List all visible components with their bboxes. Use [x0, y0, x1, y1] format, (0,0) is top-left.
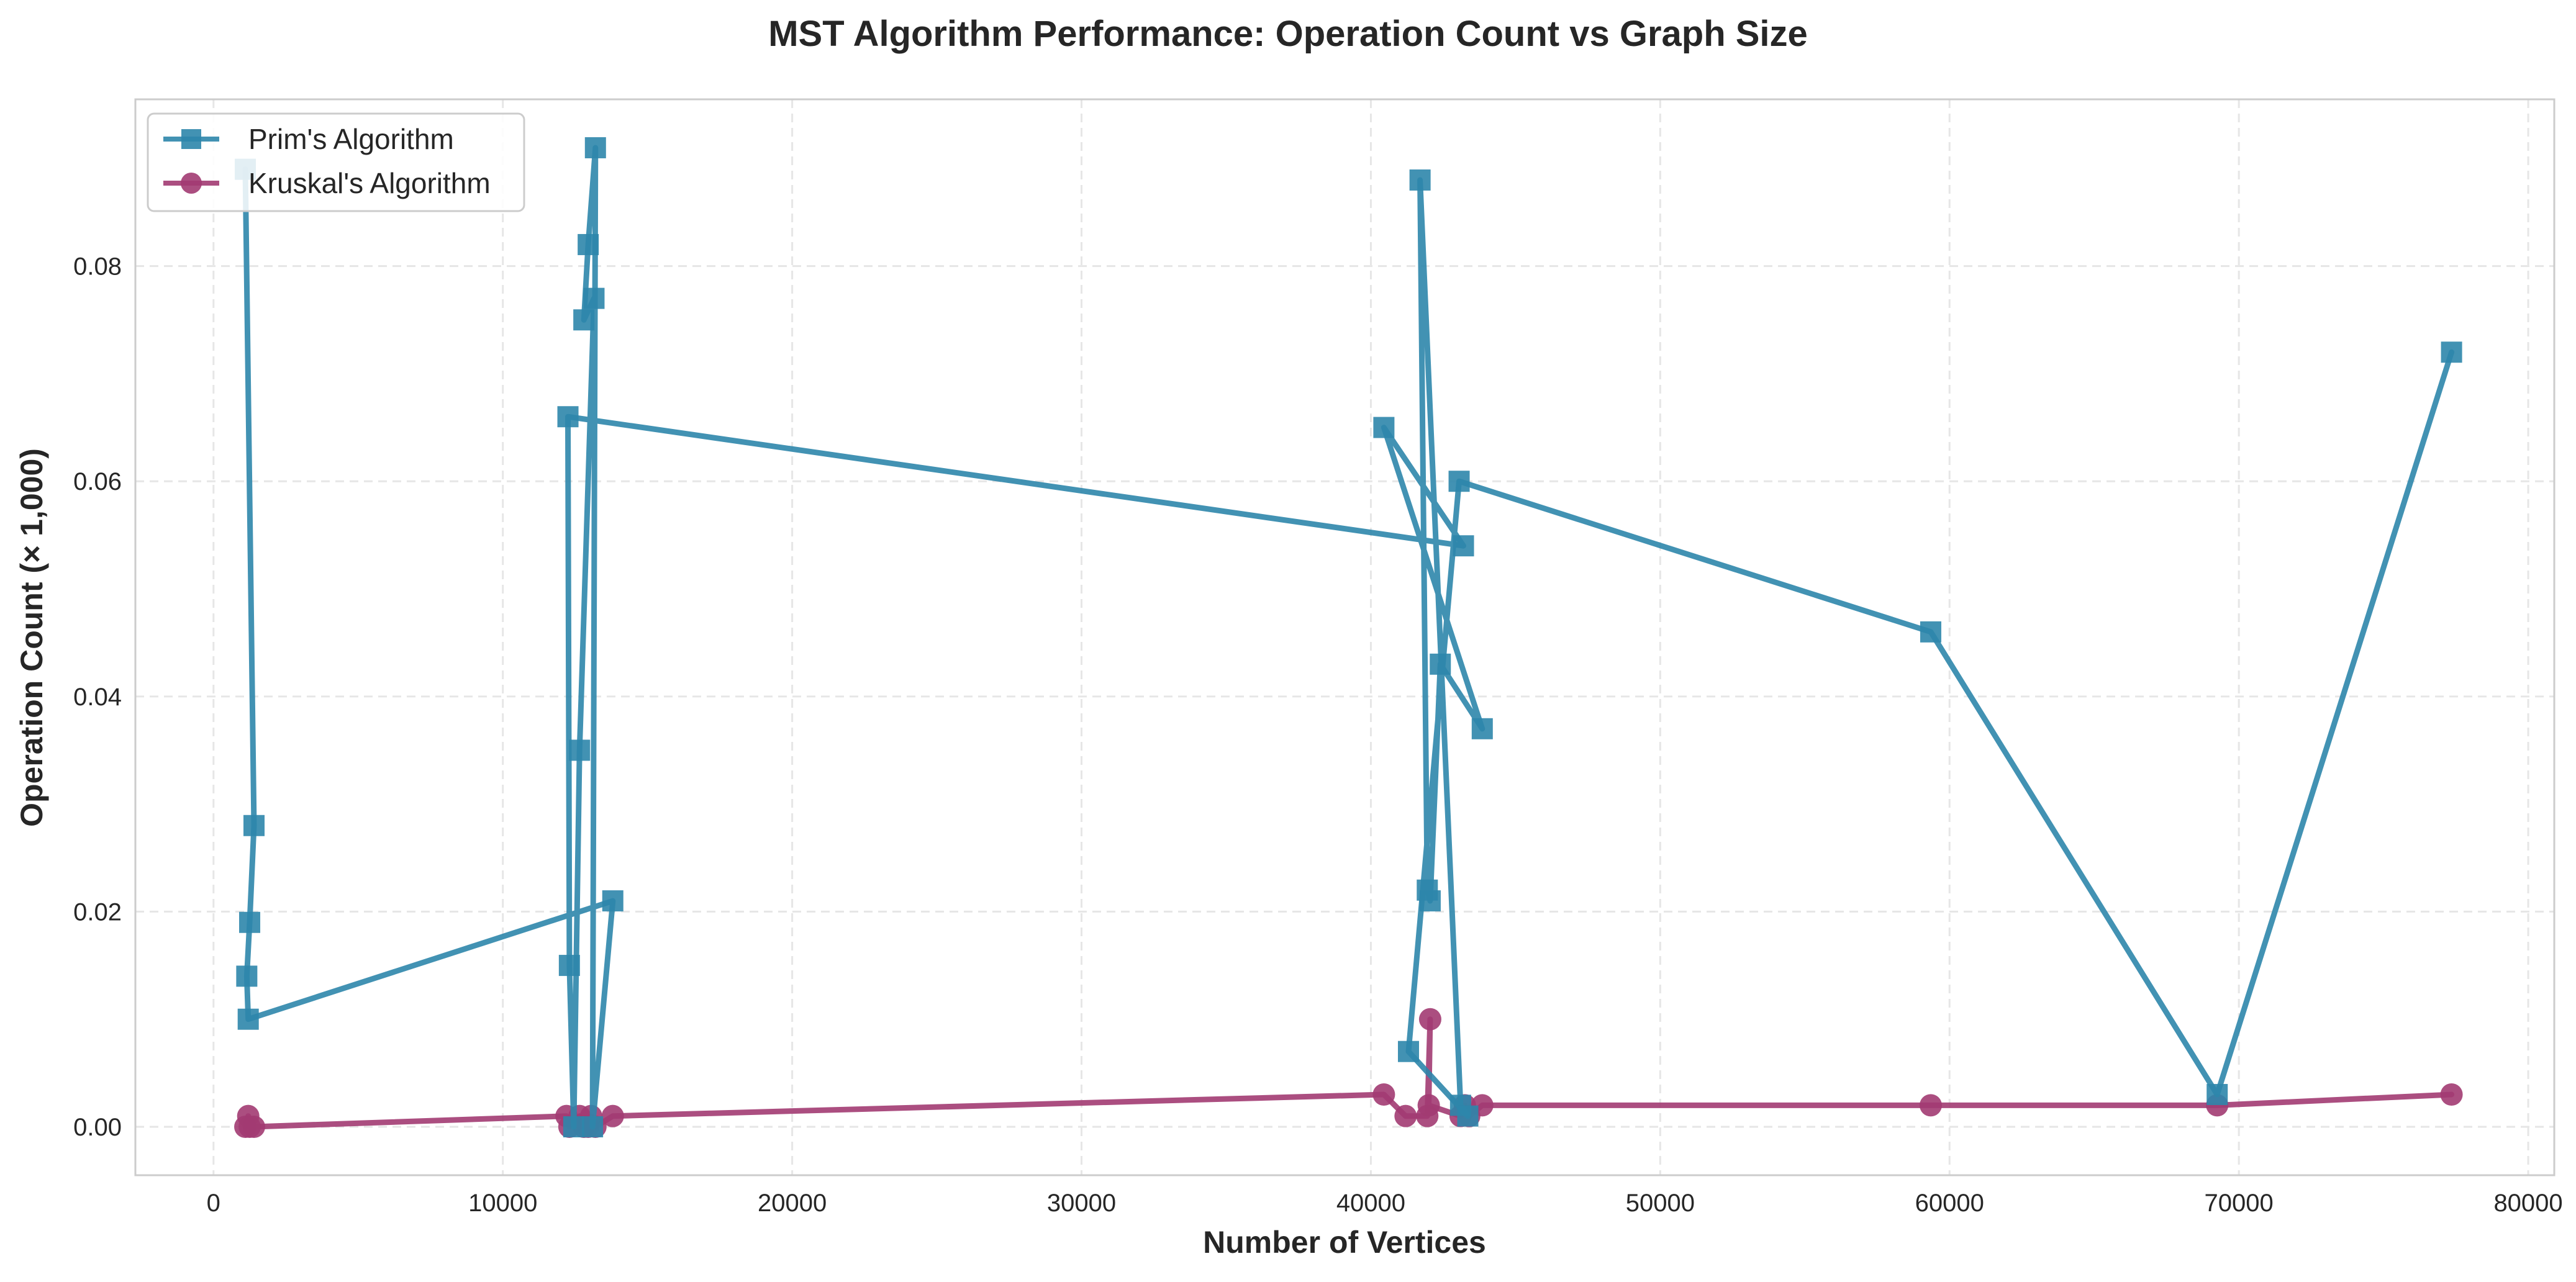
data-point-prim: [1471, 718, 1493, 739]
data-point-prim: [573, 309, 595, 331]
plot-frame: [134, 98, 2556, 1176]
y-tick-label: 0.02: [73, 898, 122, 926]
y-tick-label: 0.04: [73, 684, 122, 711]
data-point-prim: [1453, 535, 1474, 557]
data-point-prim: [602, 890, 624, 912]
x-tick-label: 30000: [1047, 1189, 1116, 1217]
data-point-kruskal: [1919, 1094, 1942, 1117]
data-point-prim: [1448, 471, 1470, 492]
data-point-prim: [569, 739, 591, 761]
data-point-prim: [2206, 1084, 2228, 1106]
legend: Prim's Algorithm Kruskal's Algorithm: [147, 112, 525, 212]
series-prim: [235, 137, 2462, 1138]
data-point-kruskal: [1394, 1104, 1417, 1127]
x-tick-label: 60000: [1915, 1189, 1984, 1217]
data-point-prim: [2441, 341, 2462, 363]
legend-label-kruskal: Kruskal's Algorithm: [248, 167, 491, 199]
data-point-prim: [1430, 653, 1451, 675]
chart-title: MST Algorithm Performance: Operation Cou…: [768, 14, 1808, 54]
x-tick-label: 0: [207, 1189, 220, 1217]
x-tick-label: 80000: [2493, 1189, 2562, 1217]
data-point-prim: [584, 137, 606, 158]
data-point-prim: [243, 815, 265, 836]
legend-marker-kruskal: [181, 173, 202, 194]
data-point-prim: [1398, 1040, 1419, 1062]
data-point-prim: [563, 1116, 584, 1138]
x-axis-label: Number of Vertices: [1203, 1225, 1486, 1260]
data-point-prim: [558, 955, 580, 977]
series-layer: [234, 137, 2463, 1139]
y-tick-label: 0.00: [73, 1114, 122, 1141]
y-tick-label: 0.06: [73, 468, 122, 495]
legend-label-prim: Prim's Algorithm: [248, 123, 454, 155]
x-tick-label: 70000: [2205, 1189, 2274, 1217]
x-tick-label: 40000: [1336, 1189, 1405, 1217]
data-point-kruskal: [1417, 1094, 1440, 1117]
data-point-prim: [583, 287, 605, 309]
data-point-prim: [1920, 621, 1941, 643]
data-point-prim: [239, 911, 261, 933]
grid-lines: [135, 99, 2554, 1175]
y-tick-label: 0.08: [73, 253, 122, 281]
data-point-prim: [1409, 169, 1431, 191]
tick-labels: 0 10000 20000 30000 40000 50000 60000 70000 8000…: [73, 253, 2563, 1217]
data-point-prim: [578, 233, 599, 255]
legend-marker-prim: [181, 129, 201, 149]
y-axis-label: Operation Count (× 1,000): [14, 448, 49, 827]
data-point-prim: [582, 1116, 604, 1138]
data-point-prim: [236, 965, 258, 987]
data-point-kruskal: [2440, 1083, 2463, 1106]
data-point-prim: [1373, 417, 1395, 438]
x-tick-label: 20000: [758, 1189, 827, 1217]
data-point-prim: [237, 1008, 259, 1030]
data-point-prim: [1417, 879, 1438, 901]
legend-box: [147, 112, 525, 212]
data-point-prim: [557, 406, 579, 428]
x-tick-label: 10000: [468, 1189, 537, 1217]
data-point-prim: [1457, 1105, 1479, 1127]
data-point-kruskal: [1418, 1008, 1441, 1031]
data-point-kruskal: [1372, 1083, 1395, 1106]
x-tick-label: 50000: [1626, 1189, 1695, 1217]
data-point-kruskal: [243, 1116, 266, 1139]
data-point-kruskal: [601, 1104, 624, 1127]
